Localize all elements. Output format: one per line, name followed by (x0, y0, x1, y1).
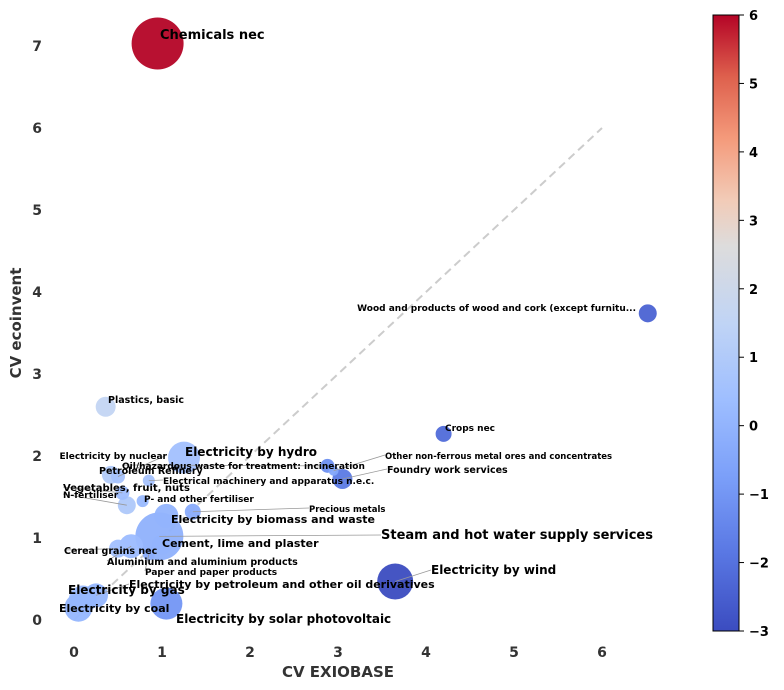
point-label: N-fertiliser (63, 491, 119, 501)
point-label: Steam and hot water supply services (381, 528, 653, 543)
label-leader-line (144, 554, 150, 572)
point-label: Electricity by solar photovoltaic (176, 612, 391, 626)
point-label: Cereal grains nec (64, 546, 157, 557)
x-axis-label: CV EXIOBASE (282, 663, 394, 681)
label-leader-line (62, 486, 123, 494)
colorbar-tick-label: 2 (749, 283, 758, 298)
y-tick-label: 3 (32, 367, 42, 383)
point-label: Vegetables, fruit, nuts (63, 483, 190, 494)
scatter-point (435, 425, 452, 442)
point-label: Foundry work services (387, 465, 508, 476)
colorbar-tick-label: −3 (749, 625, 769, 640)
scatter-point (136, 495, 149, 508)
label-leader-line (395, 569, 432, 582)
scatter-point (131, 17, 184, 70)
y-axis-ticks: 0 1 2 3 4 5 6 7 (32, 39, 42, 629)
point-label: Electricity by coal (59, 602, 169, 615)
point-label: Electricity by biomass and waste (171, 513, 375, 526)
colorbar-tick-label: 0 (749, 420, 758, 435)
label-leader-lines (62, 454, 432, 596)
scatter-point (152, 534, 172, 555)
point-label: Cement, lime and plaster (162, 537, 319, 550)
label-leader-line (106, 545, 132, 562)
x-tick-label: 4 (421, 645, 431, 661)
point-label: Electricity by petroleum and other oil d… (129, 578, 435, 591)
point-label: Precious metals (309, 505, 385, 515)
label-leader-line (192, 507, 310, 513)
label-leader-line (148, 479, 164, 481)
y-tick-label: 4 (32, 285, 42, 301)
x-tick-label: 6 (597, 645, 607, 661)
point-label: Paper and paper products (145, 568, 277, 578)
y-tick-label: 7 (32, 39, 42, 55)
scatter-point (95, 396, 116, 417)
point-label: Plastics, basic (108, 395, 184, 406)
label-leader-line (62, 493, 127, 506)
point-label: Electricity by wind (431, 563, 556, 577)
point-label: Electricity by nuclear (59, 452, 167, 462)
x-tick-label: 5 (509, 645, 519, 661)
point-label: Wood and products of wood and cork (exce… (357, 304, 636, 314)
point-label: Aluminium and aluminium products (107, 557, 298, 568)
x-tick-label: 0 (69, 645, 79, 661)
colorbar: −3 −2 −1 0 1 2 3 4 5 6 (712, 9, 769, 640)
point-labels: Chemicals nec Wood and products of wood a… (59, 28, 653, 626)
point-label: Electricity by hydro (185, 445, 317, 459)
y-tick-label: 1 (32, 531, 42, 547)
y-axis-label: CV ecoinvent (7, 268, 25, 379)
scatter-point (154, 503, 179, 528)
point-label: Petroleum Refinery (99, 466, 204, 477)
label-leader-line (159, 534, 382, 537)
label-leader-line (63, 548, 119, 551)
colorbar-tick-label: −2 (749, 557, 769, 572)
label-leader-line (333, 454, 386, 472)
x-tick-label: 1 (157, 645, 167, 661)
point-label: Electricity by gas (68, 583, 185, 597)
point-label: Other non-ferrous metal ores and concent… (385, 452, 612, 462)
y-tick-label: 6 (32, 121, 42, 137)
label-leader-line (342, 468, 388, 480)
y-tick-label: 0 (32, 613, 42, 629)
scatter-point (150, 587, 183, 620)
colorbar-tick-label: 6 (749, 9, 758, 24)
x-tick-label: 2 (245, 645, 255, 661)
label-leader-line (95, 583, 130, 596)
point-label: P- and other fertiliser (144, 495, 254, 505)
label-leader-line (121, 464, 328, 467)
label-leader-line (117, 454, 168, 477)
point-label: Oil/hazardous waste for treatment: incin… (122, 462, 365, 472)
colorbar-gradient (712, 14, 740, 632)
x-tick-label: 3 (333, 645, 343, 661)
colorbar-ticks: −3 −2 −1 0 1 2 3 4 5 6 (739, 9, 769, 640)
colorbar-tick-label: −1 (749, 488, 769, 503)
y-tick-label: 5 (32, 203, 42, 219)
colorbar-tick-label: 1 (749, 351, 758, 366)
colorbar-tick-label: 3 (749, 214, 758, 229)
plot-area: Chemicals nec Wood and products of wood a… (59, 17, 657, 626)
y-tick-label: 2 (32, 449, 42, 465)
colorbar-tick-label: 5 (749, 77, 758, 92)
colorbar-tick-label: 4 (749, 146, 758, 161)
point-label: Chemicals nec (160, 28, 265, 43)
scatter-point (638, 304, 657, 323)
point-label: Electrical machinery and apparatus n.e.c… (163, 477, 374, 487)
data-points (64, 17, 657, 622)
point-label: Crops nec (445, 424, 495, 434)
x-axis-ticks: 0 1 2 3 4 5 6 (69, 645, 607, 661)
